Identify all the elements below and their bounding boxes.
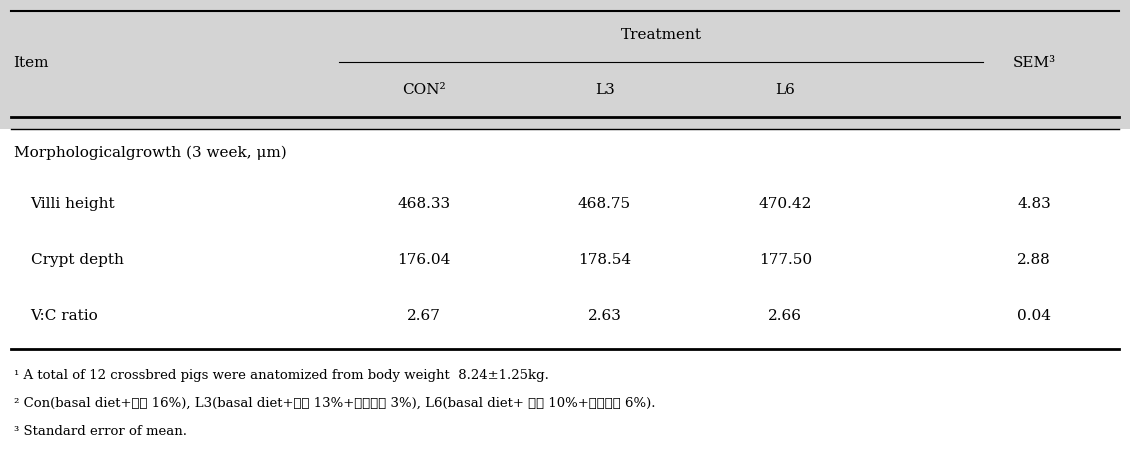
Text: Villi height: Villi height (31, 197, 115, 211)
Text: 468.75: 468.75 (577, 197, 632, 211)
Text: CON²: CON² (402, 83, 445, 97)
Text: 2.66: 2.66 (768, 308, 802, 322)
Text: Item: Item (14, 56, 49, 69)
Text: ¹ A total of 12 crossbred pigs were anatomized from body weight  8.24±1.25kg.: ¹ A total of 12 crossbred pigs were anat… (14, 369, 548, 382)
Text: 176.04: 176.04 (397, 252, 451, 266)
Text: L6: L6 (775, 83, 796, 97)
Text: 468.33: 468.33 (397, 197, 451, 211)
Text: Crypt depth: Crypt depth (31, 252, 123, 266)
Text: 0.04: 0.04 (1017, 308, 1051, 322)
Text: 177.50: 177.50 (758, 252, 812, 266)
Text: Treatment: Treatment (620, 28, 702, 42)
Text: Morphologicalgrowth (3 week, μm): Morphologicalgrowth (3 week, μm) (14, 145, 286, 160)
Text: 470.42: 470.42 (758, 197, 812, 211)
Text: ² Con(basal diet+유당 16%), L3(basal diet+유당 13%+쌌리공품 3%), L6(basal diet+ 유당 10%+쌌: ² Con(basal diet+유당 16%), L3(basal diet+… (14, 396, 655, 409)
Text: 2.88: 2.88 (1017, 252, 1051, 266)
Text: SEM³: SEM³ (1012, 56, 1055, 69)
Text: 4.83: 4.83 (1017, 197, 1051, 211)
Text: 2.63: 2.63 (588, 308, 622, 322)
Text: 2.67: 2.67 (407, 308, 441, 322)
Bar (0, 0, 1130, 130)
Text: L3: L3 (594, 83, 615, 97)
Text: ³ Standard error of mean.: ³ Standard error of mean. (14, 424, 186, 437)
Text: 178.54: 178.54 (577, 252, 632, 266)
Text: V:C ratio: V:C ratio (31, 308, 98, 322)
